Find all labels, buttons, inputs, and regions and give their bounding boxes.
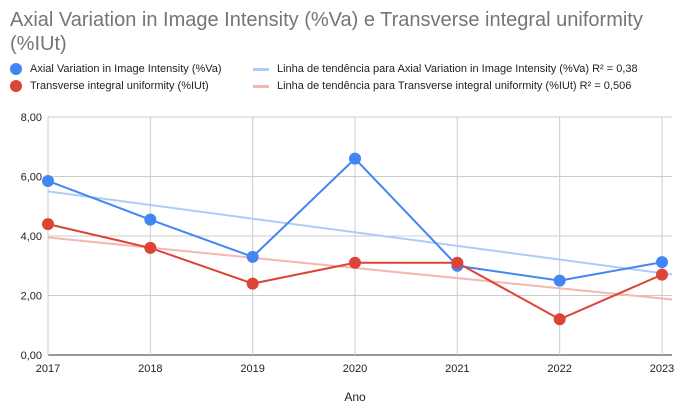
x-tick-label: 2019: [240, 363, 264, 375]
data-point-1-5: [553, 313, 566, 326]
data-point-0-0: [42, 174, 54, 187]
x-tick-label: 2023: [650, 363, 674, 375]
data-point-1-3: [349, 256, 361, 269]
y-tick-label: 6,00: [21, 172, 42, 184]
legend-label-va-trend: Linha de tendência para Axial Variation …: [277, 63, 638, 75]
legend-label-iut: Transverse integral uniformity (%IUt): [30, 80, 209, 92]
y-tick-label: 8,00: [21, 112, 42, 124]
x-tick-label: 2022: [547, 363, 571, 375]
data-point-0-5: [553, 274, 566, 287]
data-point-0-3: [349, 152, 361, 165]
x-tick-label: 2020: [343, 363, 367, 375]
legend-swatch-va-trend-icon: [253, 67, 269, 71]
x-axis-title: Ano: [344, 390, 366, 404]
chart-title: Axial Variation in Image Intensity (%Va)…: [10, 9, 643, 55]
legend-item-iut[interactable]: Transverse integral uniformity (%IUt): [10, 80, 209, 92]
y-tick-label: 4,00: [21, 231, 42, 243]
legend-swatch-iut-trend-icon: [253, 84, 269, 88]
legend-item-iut-trend[interactable]: Linha de tendência para Transverse integ…: [253, 80, 631, 92]
y-tick-label: 2,00: [21, 291, 42, 303]
data-point-1-0: [42, 218, 54, 231]
legend-dot-iut-icon: [10, 80, 22, 92]
legend-label-iut-trend: Linha de tendência para Transverse integ…: [277, 80, 632, 92]
legend-item-va[interactable]: Axial Variation in Image Intensity (%Va): [10, 63, 222, 75]
trendline-0: [47, 190, 673, 276]
data-point-1-6: [656, 268, 668, 281]
legend-dot-va-icon: [10, 63, 22, 75]
x-tick-label: 2017: [36, 363, 60, 375]
legend-item-va-trend[interactable]: Linha de tendência para Axial Variation …: [253, 63, 638, 75]
legend-label-va: Axial Variation in Image Intensity (%Va): [30, 63, 222, 75]
data-point-1-1: [144, 241, 157, 254]
data-point-1-4: [451, 256, 464, 269]
data-point-0-1: [144, 213, 157, 226]
data-point-0-2: [246, 250, 259, 263]
x-tick-label: 2018: [138, 363, 162, 375]
y-tick-label: 0,00: [21, 350, 42, 362]
x-tick-label: 2021: [445, 363, 469, 375]
data-point-1-2: [246, 277, 259, 290]
data-point-0-6: [656, 256, 668, 269]
